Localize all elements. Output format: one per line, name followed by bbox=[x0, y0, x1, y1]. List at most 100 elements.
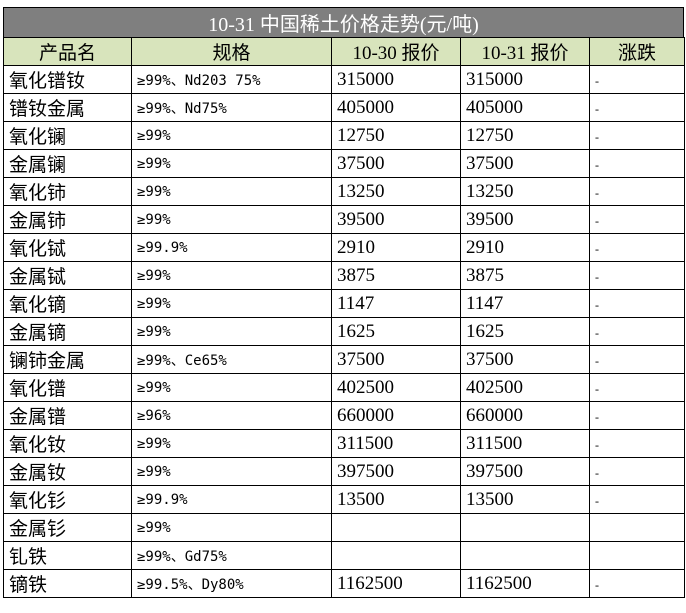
table-row: 钆铁 ≥99%、Gd75% bbox=[3, 541, 685, 570]
price-1030-cell: 2910 bbox=[331, 233, 461, 262]
change-cell: - bbox=[589, 401, 685, 430]
product-name-cell: 镝铁 bbox=[3, 569, 132, 598]
table-row: 氧化钐 ≥99.9% 13500 13500- bbox=[3, 485, 685, 514]
price-1031-cell: 397500 bbox=[460, 457, 590, 486]
price-1031-cell: 311500 bbox=[460, 429, 590, 458]
price-1030-cell bbox=[331, 513, 461, 542]
header-product-name: 产品名 bbox=[3, 37, 132, 66]
price-1031-cell bbox=[460, 513, 590, 542]
spec-cell: ≥99% bbox=[131, 149, 332, 178]
product-name-cell: 金属镝 bbox=[3, 317, 132, 346]
table-row: 氧化镨钕 ≥99%、Nd203 75% 315000 315000- bbox=[3, 65, 685, 94]
table-row: 金属镝 ≥99% 1625 1625- bbox=[3, 317, 685, 346]
header-spec: 规格 bbox=[131, 37, 332, 66]
change-cell: - bbox=[589, 345, 685, 374]
price-1030-cell: 3875 bbox=[331, 261, 461, 290]
price-1030-cell: 37500 bbox=[331, 345, 461, 374]
product-name-cell: 氧化铈 bbox=[3, 177, 132, 206]
table-row: 氧化镨 ≥99% 402500 402500- bbox=[3, 373, 685, 402]
change-cell: - bbox=[589, 485, 685, 514]
change-cell: - bbox=[589, 177, 685, 206]
price-1030-cell: 311500 bbox=[331, 429, 461, 458]
change-cell bbox=[589, 513, 685, 542]
spec-cell: ≥99%、Nd203 75% bbox=[131, 65, 332, 94]
header-row: 产品名 规格 10-30 报价 10-31 报价 涨跌 bbox=[3, 37, 685, 66]
price-1030-cell: 13250 bbox=[331, 177, 461, 206]
product-name-cell: 金属镨 bbox=[3, 401, 132, 430]
product-name-cell: 金属铽 bbox=[3, 261, 132, 290]
price-1031-cell: 315000 bbox=[460, 65, 590, 94]
price-1031-cell: 3875 bbox=[460, 261, 590, 290]
spec-cell: ≥99%、Gd75% bbox=[131, 541, 332, 570]
spec-cell: ≥99% bbox=[131, 317, 332, 346]
table-row: 氧化镝 ≥99% 1147 1147- bbox=[3, 289, 685, 318]
change-cell: - bbox=[589, 261, 685, 290]
change-cell: - bbox=[589, 121, 685, 150]
price-1030-cell: 13500 bbox=[331, 485, 461, 514]
change-cell: - bbox=[589, 373, 685, 402]
product-name-cell: 金属镧 bbox=[3, 149, 132, 178]
change-cell: - bbox=[589, 65, 685, 94]
price-1030-cell: 1147 bbox=[331, 289, 461, 318]
price-1031-cell: 2910 bbox=[460, 233, 590, 262]
table-row: 镧铈金属 ≥99%、Ce65% 37500 37500- bbox=[3, 345, 685, 374]
price-1031-cell: 1147 bbox=[460, 289, 590, 318]
table-row: 镝铁 ≥99.5%、Dy80% 1162500 1162500- bbox=[3, 569, 685, 598]
table-row: 氧化铈 ≥99% 13250 13250- bbox=[3, 177, 685, 206]
change-cell: - bbox=[589, 429, 685, 458]
table-row: 金属铽 ≥99% 3875 3875- bbox=[3, 261, 685, 290]
table-title: 10-31 中国稀土价格走势(元/吨) bbox=[3, 7, 684, 37]
spec-cell: ≥99% bbox=[131, 429, 332, 458]
table-row: 氧化镧 ≥99% 12750 12750- bbox=[3, 121, 685, 150]
price-1031-cell: 39500 bbox=[460, 205, 590, 234]
spec-cell: ≥99% bbox=[131, 121, 332, 150]
spec-cell: ≥99% bbox=[131, 205, 332, 234]
price-1031-cell: 660000 bbox=[460, 401, 590, 430]
price-1031-cell: 37500 bbox=[460, 149, 590, 178]
price-1031-cell: 402500 bbox=[460, 373, 590, 402]
spec-cell: ≥99% bbox=[131, 289, 332, 318]
price-1031-cell bbox=[460, 541, 590, 570]
price-1030-cell: 397500 bbox=[331, 457, 461, 486]
product-name-cell: 镨钕金属 bbox=[3, 93, 132, 122]
price-1030-cell: 39500 bbox=[331, 205, 461, 234]
price-1030-cell bbox=[331, 541, 461, 570]
change-cell: - bbox=[589, 569, 685, 598]
table-row: 金属镨 ≥96% 660000 660000- bbox=[3, 401, 685, 430]
product-name-cell: 氧化镧 bbox=[3, 121, 132, 150]
price-1031-cell: 1162500 bbox=[460, 569, 590, 598]
product-name-cell: 金属钐 bbox=[3, 513, 132, 542]
change-cell: - bbox=[589, 289, 685, 318]
product-name-cell: 氧化镨 bbox=[3, 373, 132, 402]
header-change: 涨跌 bbox=[589, 37, 685, 66]
product-name-cell: 钆铁 bbox=[3, 541, 132, 570]
product-name-cell: 氧化钕 bbox=[3, 429, 132, 458]
change-cell: - bbox=[589, 233, 685, 262]
spec-cell: ≥99% bbox=[131, 177, 332, 206]
price-1030-cell: 37500 bbox=[331, 149, 461, 178]
spec-cell: ≥99% bbox=[131, 457, 332, 486]
price-1030-cell: 660000 bbox=[331, 401, 461, 430]
price-1031-cell: 13250 bbox=[460, 177, 590, 206]
price-1030-cell: 315000 bbox=[331, 65, 461, 94]
header-price-1030: 10-30 报价 bbox=[331, 37, 461, 66]
change-cell: - bbox=[589, 149, 685, 178]
change-cell: - bbox=[589, 457, 685, 486]
spec-cell: ≥99.5%、Dy80% bbox=[131, 569, 332, 598]
product-name-cell: 氧化钐 bbox=[3, 485, 132, 514]
spec-cell: ≥99%、Ce65% bbox=[131, 345, 332, 374]
spec-cell: ≥99.9% bbox=[131, 233, 332, 262]
product-name-cell: 氧化镨钕 bbox=[3, 65, 132, 94]
table-row: 金属铈 ≥99% 39500 39500- bbox=[3, 205, 685, 234]
change-cell: - bbox=[589, 93, 685, 122]
product-name-cell: 金属铈 bbox=[3, 205, 132, 234]
change-cell: - bbox=[589, 205, 685, 234]
price-table-container: 10-31 中国稀土价格走势(元/吨) 产品名 规格 10-30 报价 10-3… bbox=[3, 7, 685, 598]
table-row: 镨钕金属 ≥99%、Nd75% 405000 405000- bbox=[3, 93, 685, 122]
price-1031-cell: 13500 bbox=[460, 485, 590, 514]
price-1031-cell: 37500 bbox=[460, 345, 590, 374]
price-table: 产品名 规格 10-30 报价 10-31 报价 涨跌 氧化镨钕 ≥99%、Nd2… bbox=[3, 37, 685, 598]
price-1030-cell: 1162500 bbox=[331, 569, 461, 598]
product-name-cell: 镧铈金属 bbox=[3, 345, 132, 374]
spec-cell: ≥99% bbox=[131, 513, 332, 542]
